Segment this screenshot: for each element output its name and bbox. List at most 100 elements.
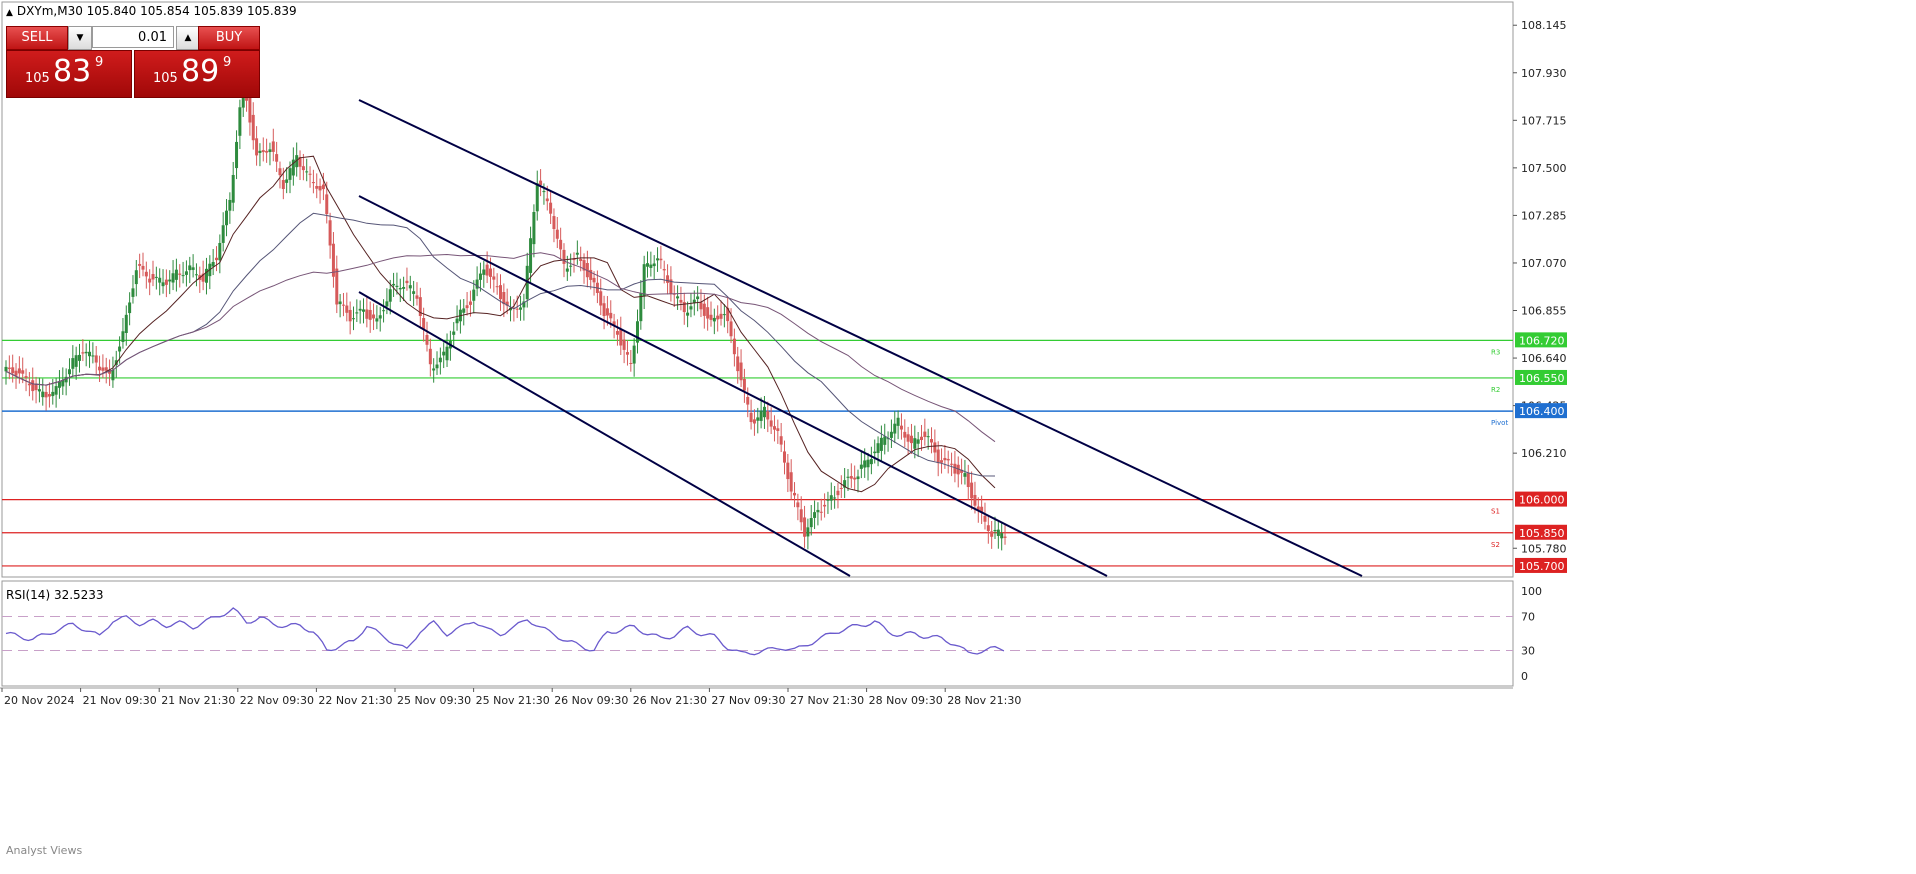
candle-body [916, 439, 920, 444]
candle-body [231, 174, 235, 203]
candle-body [946, 458, 950, 461]
candle-body [418, 297, 422, 316]
candle-body [692, 299, 696, 303]
candle-body [609, 312, 613, 319]
candle-body [395, 285, 399, 287]
candle-body [689, 306, 693, 310]
candle-body [729, 321, 733, 337]
candle-body [271, 141, 275, 152]
candle-body [856, 476, 860, 480]
candle-body [388, 289, 392, 302]
time-tick-label: 25 Nov 21:30 [476, 694, 550, 707]
candle-body [953, 463, 957, 474]
rsi-tick-label: 70 [1521, 611, 1535, 624]
volume-decrease-button[interactable]: ▼ [68, 26, 92, 50]
candle-body [382, 310, 386, 312]
channel-upper-line[interactable] [358, 99, 1363, 577]
candle-body [839, 487, 843, 489]
volume-input[interactable]: 0.01 [92, 26, 174, 48]
candle-body [438, 357, 442, 363]
arrow-down-icon: ▼ [76, 33, 84, 43]
candle-body [873, 451, 877, 454]
candle-body [94, 355, 98, 363]
price-tick-label: 105.780 [1521, 542, 1567, 555]
time-tick-label: 26 Nov 21:30 [633, 694, 707, 707]
candle-body [104, 367, 108, 371]
candle-body [759, 410, 763, 421]
candle-body [288, 168, 292, 180]
candle-body [338, 301, 342, 305]
volume-increase-button[interactable]: ▲ [176, 26, 200, 50]
analyst-views-tab[interactable]: Analyst Views [6, 844, 83, 857]
sell-price-box[interactable]: 105 83 9 [6, 50, 132, 98]
level-price-badge [1515, 491, 1567, 507]
level-price-text: 106.400 [1519, 405, 1565, 418]
candle-body [372, 314, 376, 319]
candle-body [47, 394, 51, 397]
candle-body [726, 307, 730, 322]
candle-body [325, 194, 329, 215]
candle-body [619, 329, 623, 346]
buy-price-box[interactable]: 105 89 9 [134, 50, 260, 98]
candle-body [632, 345, 636, 364]
candle-body [445, 346, 449, 361]
candle-body [358, 308, 362, 311]
candle-body [455, 318, 459, 324]
candle-body [392, 283, 396, 286]
candle-body [793, 492, 797, 496]
candle-body [251, 114, 255, 141]
candle-body [806, 527, 810, 537]
candle-body [315, 186, 319, 189]
candle-body [1000, 533, 1004, 539]
candle-body [74, 355, 78, 367]
candle-body [980, 506, 984, 513]
candle-body [816, 509, 820, 513]
candle-body [362, 309, 366, 312]
candle-body [589, 269, 593, 280]
candle-body [615, 331, 619, 335]
level-tag: R2 [1491, 386, 1500, 394]
candle-body [184, 271, 188, 275]
candle-body [261, 150, 265, 153]
moving-average-mid [5, 212, 996, 477]
candle-body [204, 268, 208, 283]
candle-body [34, 384, 38, 391]
time-tick-label: 25 Nov 09:30 [397, 694, 471, 707]
sell-button[interactable]: SELL [6, 26, 68, 50]
candle-body [562, 249, 566, 264]
candle-body [639, 293, 643, 322]
candle-body [519, 307, 523, 310]
candle-body [61, 380, 65, 387]
candle-body [151, 274, 155, 280]
candle-body [81, 352, 85, 354]
candle-body [111, 369, 115, 381]
candle-body [301, 166, 305, 171]
candle-body [158, 277, 162, 283]
candle-body [218, 242, 222, 261]
candle-body [164, 279, 168, 285]
channel-middle-line[interactable] [358, 195, 1108, 577]
candle-body [893, 423, 897, 434]
candle-body [662, 269, 666, 271]
candle-body [348, 309, 352, 322]
candle-body [629, 362, 633, 364]
channel-lower-line[interactable] [358, 291, 851, 577]
candle-body [134, 270, 138, 285]
candle-body [235, 141, 239, 169]
candle-body [4, 366, 8, 372]
candle-body [412, 291, 416, 294]
candle-body [772, 426, 776, 430]
candle-body [906, 434, 910, 442]
symbol-timeframe: DXYm,M30 [16, 4, 83, 18]
candle-body [846, 476, 850, 478]
candle-body [191, 267, 195, 270]
candle-body [535, 183, 539, 212]
candle-body [98, 366, 102, 371]
candle-body [275, 154, 279, 162]
candle-body [993, 529, 997, 532]
candle-body [171, 273, 175, 283]
candle-body [646, 263, 650, 267]
candle-body [936, 449, 940, 464]
buy-button[interactable]: BUY [198, 26, 260, 50]
